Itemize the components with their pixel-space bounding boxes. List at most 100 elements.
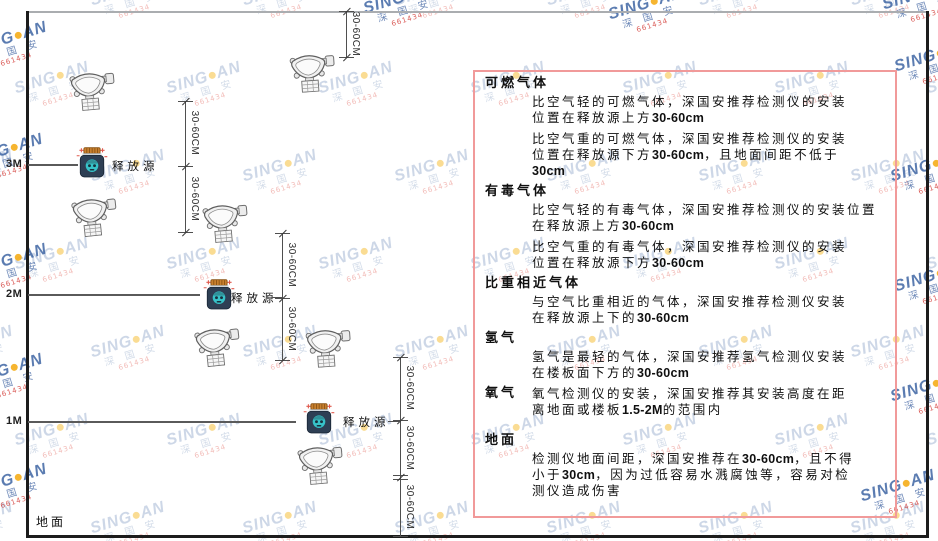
brand-dot-icon: [13, 252, 23, 262]
brand-code-watermark: 661434: [269, 531, 304, 541]
panel-paragraph: 氧气检测仪的安装，深国安推荐其安装高度在距 离地面或楼板1.5-2M的范围内: [532, 386, 847, 418]
brand-sub-watermark: 深 国 安: [103, 341, 161, 369]
section-title: 地面: [485, 433, 518, 448]
brand-code-watermark: 661434: [193, 443, 228, 461]
brand-code-watermark: 661434: [0, 350, 21, 380]
gas-detector-icon: [305, 323, 354, 368]
dim-label: 30-60CM: [286, 306, 297, 352]
panel-section: 比重相近气体与空气比重相近的气体，深国安推荐检测仪安装 在释放源上下的30-60c…: [485, 276, 885, 326]
brand-dot-icon: [359, 70, 369, 80]
panel-text-line: 位置在释放源下方30-60cm，且地面间距不低于: [532, 147, 840, 162]
brand-sub-watermark: 深 国 安: [903, 386, 938, 413]
brand-sub-watermark: 深 国 安: [621, 3, 679, 31]
brand-sub-watermark: 深 国 安: [0, 0, 18, 20]
brand-sub-watermark: 深 国 安: [903, 166, 938, 193]
brand-code-watermark: 661434: [421, 3, 456, 21]
panel-paragraph: 检测仪地面间距，深国安推荐在30-60cm，且不得 小于30cm，因为过低容易水溅…: [532, 451, 885, 499]
panel-text-line: 位置在释放源下方30-60cm: [532, 255, 705, 270]
right-wall-line: [926, 11, 929, 537]
ceiling-line: [28, 11, 927, 13]
brand-dot-icon: [931, 378, 938, 388]
panel-paragraph: 比空气轻的可燃气体，深国安推荐检测仪的安装 位置在释放源上方30-60cm: [532, 94, 885, 126]
panel-text-line: 离地面或楼板1.5-2M的范围内: [532, 402, 723, 417]
brand-dot-icon: [9, 142, 19, 152]
panel-text-line: 与空气比重相近的气体，深国安推荐检测仪安装: [532, 294, 848, 309]
brand-dot-icon: [207, 422, 217, 432]
gas-detector-icon: [289, 48, 338, 93]
brand-code-watermark: 661434: [117, 3, 152, 21]
gas-detector-icon: [296, 440, 345, 486]
brand-sub-watermark: 深 国 安: [407, 165, 465, 193]
dim-label: 30-60CM: [404, 365, 415, 411]
brand-dot-icon: [207, 246, 217, 256]
brand-dot-icon: [359, 246, 369, 256]
brand-code-watermark: 661434: [0, 0, 21, 27]
brand-sub-watermark: 深 国 安: [930, 428, 938, 461]
info-panel: 可燃气体比空气轻的可燃气体，深国安推荐检测仪的安装 位置在释放源上方30-60cm…: [473, 70, 897, 518]
panel-section: 氧气 氧气检测仪的安装，深国安推荐其安装高度在距 离地面或楼板1.5-2M的范围内: [485, 386, 885, 423]
brand-code-watermark: 661434: [421, 179, 456, 197]
height-label-2m: 2M: [6, 288, 23, 300]
panel-text-line: 氧气检测仪的安装，深国安推荐其安装高度在距: [532, 386, 848, 401]
panel-text-line: 小于30cm，因为过低容易水溅腐蚀等，容易对检: [532, 467, 851, 482]
panel-text-line: 测仪造成伤害: [532, 483, 623, 498]
brand-code-watermark: 661434: [933, 438, 938, 468]
section-title: 比重相近气体: [485, 276, 582, 291]
brand-sub-watermark: 深 国 安: [27, 253, 85, 281]
brand-sub-watermark: 深 国 安: [179, 77, 237, 105]
brand-sub-watermark: 深 国 安: [0, 369, 39, 397]
brand-code-watermark: 661434: [635, 17, 670, 35]
dim-label: 30-60CM: [286, 242, 297, 288]
panel-paragraph: 氢气是最轻的气体，深国安推荐氢气检测仪安装 在楼板面下方的30-60cm: [532, 349, 885, 381]
floor-line: [26, 535, 929, 538]
brand-code-watermark: 661434: [117, 355, 152, 373]
brand-dot-icon: [649, 0, 659, 6]
brand-sub-watermark: 深 国 安: [255, 165, 313, 193]
brand-dot-icon: [55, 422, 65, 432]
brand-sub-watermark: 深 国 安: [907, 56, 938, 83]
release-source-icon: [301, 402, 337, 435]
brand-dot-icon: [55, 70, 65, 80]
panel-paragraph: 比空气重的有毒气体，深国安推荐检测仪的安装 位置在释放源下方30-60cm: [532, 239, 885, 271]
panel-text-line: 30cm: [532, 164, 566, 178]
brand-code-watermark: 661434: [41, 267, 76, 285]
brand-code-watermark: 661434: [921, 289, 938, 307]
brand-dot-icon: [435, 510, 445, 520]
panel-text-line: 在释放源上下的30-60cm: [532, 310, 690, 325]
section-title: 可燃气体: [485, 76, 550, 91]
gas-detector-icon: [70, 192, 120, 239]
ground-label: 地面: [36, 515, 67, 529]
brand-code-watermark: 661434: [725, 531, 760, 541]
release-source-label: 释放源: [231, 291, 278, 305]
section-title: 有毒气体: [485, 184, 550, 199]
brand-dot-icon: [13, 472, 23, 482]
brand-sub-watermark: 深 国 安: [376, 0, 434, 25]
brand-code-watermark: 661434: [725, 3, 760, 21]
panel-text-line: 比空气重的有毒气体，深国安推荐检测仪的安装: [532, 239, 848, 254]
